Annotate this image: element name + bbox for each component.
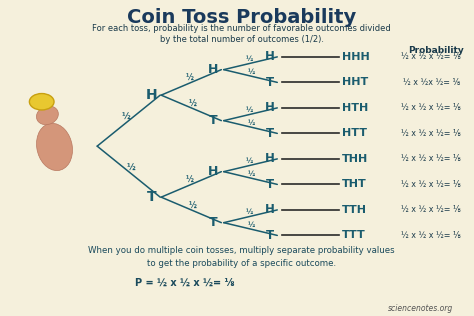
Text: ½: ½: [248, 222, 255, 228]
Text: T: T: [266, 178, 274, 191]
Text: to get the probability of a specific outcome.: to get the probability of a specific out…: [147, 259, 336, 268]
Ellipse shape: [36, 123, 73, 171]
Text: H: H: [265, 101, 275, 114]
Text: ½: ½: [248, 120, 255, 126]
Text: H: H: [265, 152, 275, 165]
Text: When you do multiple coin tosses, multiply separate probability values: When you do multiple coin tosses, multip…: [89, 246, 395, 255]
Text: ½: ½: [186, 74, 194, 83]
Text: T: T: [209, 114, 218, 127]
Text: ½: ½: [248, 69, 255, 75]
Text: HHH: HHH: [342, 52, 370, 62]
Text: ½ x ½ x ½= ⅛: ½ x ½ x ½= ⅛: [401, 205, 461, 215]
Text: TTH: TTH: [342, 205, 367, 215]
Text: H: H: [265, 50, 275, 64]
Text: ½: ½: [127, 164, 136, 173]
Text: ½ x ½ x ½= ⅛: ½ x ½ x ½= ⅛: [401, 231, 461, 240]
Ellipse shape: [36, 106, 58, 125]
Text: ½: ½: [246, 107, 253, 113]
Text: T: T: [147, 190, 156, 204]
Text: ½: ½: [122, 112, 130, 122]
Text: T: T: [266, 229, 274, 242]
Text: ½: ½: [189, 100, 197, 108]
Text: For each toss, probability is the number of favorable outcomes divided: For each toss, probability is the number…: [92, 24, 391, 33]
Text: ½: ½: [246, 56, 253, 62]
Text: Probability: Probability: [408, 46, 464, 55]
Text: ½: ½: [186, 176, 194, 185]
Text: ½: ½: [246, 210, 253, 216]
Text: T: T: [266, 127, 274, 140]
Text: H: H: [265, 204, 275, 216]
Text: HHT: HHT: [342, 77, 368, 88]
Text: H: H: [208, 63, 219, 76]
Text: ½ x ½ x ½= ⅛: ½ x ½ x ½= ⅛: [401, 103, 461, 112]
Text: ½ x ½ x ½= ⅛: ½ x ½ x ½= ⅛: [401, 52, 461, 61]
Text: THH: THH: [342, 154, 368, 164]
Text: ½ x ½x ½= ⅛: ½ x ½x ½= ⅛: [403, 78, 460, 87]
Text: HTH: HTH: [342, 103, 368, 113]
Text: T: T: [266, 76, 274, 89]
Text: ½ x ½ x ½= ⅛: ½ x ½ x ½= ⅛: [401, 129, 461, 138]
Text: ½: ½: [246, 158, 253, 164]
Text: sciencenotes.org: sciencenotes.org: [387, 305, 453, 313]
Text: T: T: [209, 216, 218, 229]
Text: H: H: [146, 88, 157, 102]
Text: ½: ½: [248, 171, 255, 177]
Text: HTT: HTT: [342, 128, 367, 138]
Text: ½: ½: [189, 201, 197, 210]
Circle shape: [29, 94, 54, 110]
Text: by the total number of outcomes (1/2).: by the total number of outcomes (1/2).: [160, 35, 324, 44]
Text: P = ½ x ½ x ½= ⅛: P = ½ x ½ x ½= ⅛: [135, 277, 235, 288]
Text: THT: THT: [342, 179, 367, 189]
Text: H: H: [208, 165, 219, 178]
Text: ½ x ½ x ½= ⅛: ½ x ½ x ½= ⅛: [401, 155, 461, 163]
Text: ½ x ½ x ½= ⅛: ½ x ½ x ½= ⅛: [401, 180, 461, 189]
Text: Coin Toss Probability: Coin Toss Probability: [127, 8, 356, 27]
Text: TTT: TTT: [342, 230, 366, 240]
